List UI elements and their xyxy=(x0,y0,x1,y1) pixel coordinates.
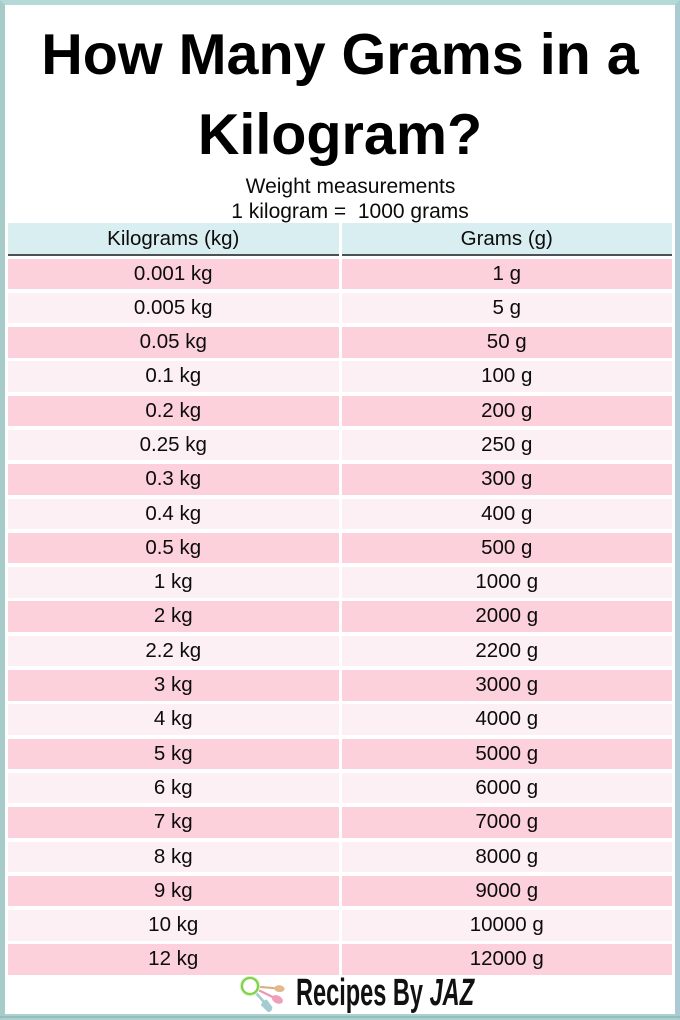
grams-cell: 500 g xyxy=(341,532,672,564)
table-row: 9 kg 9000 g xyxy=(8,875,672,907)
table-row: 0.5 kg 500 g xyxy=(8,532,672,564)
table-row: 12 kg 12000 g xyxy=(8,944,672,975)
table-body: 0.001 kg 1 g 0.005 kg 5 g 0.05 kg 50 g 0.1 kg 1… xyxy=(8,258,672,975)
kilograms-cell: 7 kg xyxy=(8,807,339,838)
table-row: 1 kg 1000 g xyxy=(8,567,672,598)
grams-cell: 2000 g xyxy=(341,601,672,632)
table-row: 0.05 kg 50 g xyxy=(8,327,672,358)
brand-name-regular: Recipes By xyxy=(296,972,430,1015)
kilograms-cell: 2.2 kg xyxy=(8,635,339,667)
brand-name-italic: JAZ xyxy=(429,972,475,1015)
kilograms-cell: 0.005 kg xyxy=(8,292,339,324)
kilograms-cell: 2 kg xyxy=(8,601,339,632)
frame-accent-line xyxy=(0,1016,680,1018)
table-row: 3 kg 3000 g xyxy=(8,670,672,701)
table-row: 0.4 kg 400 g xyxy=(8,498,672,530)
subtitle: Weight measurements xyxy=(245,175,456,198)
kilograms-cell: 10 kg xyxy=(8,910,339,941)
measuring-spoons-icon xyxy=(239,975,285,1013)
grams-cell: 5 g xyxy=(341,292,672,324)
kilograms-cell: 8 kg xyxy=(8,841,339,873)
grams-cell: 10000 g xyxy=(341,910,672,941)
table-row: 4 kg 4000 g xyxy=(8,704,672,735)
kilograms-cell: 0.2 kg xyxy=(8,395,339,427)
table-row: 5 kg 5000 g xyxy=(8,738,672,770)
table-row: 2 kg 2000 g xyxy=(8,601,672,632)
grams-cell: 6000 g xyxy=(341,772,672,804)
grams-cell: 8000 g xyxy=(341,841,672,873)
table-row: 2.2 kg 2200 g xyxy=(8,635,672,667)
kilograms-cell: 0.3 kg xyxy=(8,464,339,495)
table-header-row: Kilograms (kg) Grams (g) xyxy=(8,223,672,256)
grams-cell: 400 g xyxy=(341,498,672,530)
grams-cell: 100 g xyxy=(341,361,672,392)
grams-cell: 250 g xyxy=(341,429,672,461)
kilograms-cell: 9 kg xyxy=(8,875,339,907)
table-row: 0.25 kg 250 g xyxy=(8,429,672,461)
grams-cell: 300 g xyxy=(341,464,672,495)
kilograms-cell: 0.4 kg xyxy=(8,498,339,530)
kilograms-cell: 0.1 kg xyxy=(8,361,339,392)
column-header-grams: Grams (g) xyxy=(341,223,672,256)
kilograms-cell: 0.001 kg xyxy=(8,258,339,289)
table-row: 0.3 kg 300 g xyxy=(8,464,672,495)
grams-cell: 2200 g xyxy=(341,635,672,667)
table-row: 0.001 kg 1 g xyxy=(8,258,672,289)
table-row: 0.2 kg 200 g xyxy=(8,395,672,427)
conversion-note: 1 kilogram = 1000 grams xyxy=(231,200,469,223)
table-row: 7 kg 7000 g xyxy=(8,807,672,838)
kilograms-cell: 12 kg xyxy=(8,944,339,975)
grams-cell: 4000 g xyxy=(341,704,672,735)
grams-cell: 200 g xyxy=(341,395,672,427)
table-row: 8 kg 8000 g xyxy=(8,841,672,873)
grams-cell: 5000 g xyxy=(341,738,672,770)
title-line2: Kilogram? xyxy=(197,103,483,167)
grams-cell: 3000 g xyxy=(341,670,672,701)
grams-cell: 9000 g xyxy=(341,875,672,907)
table-row: 6 kg 6000 g xyxy=(8,772,672,804)
conversion-table: Kilograms (kg) Grams (g) 0.001 kg 1 g 0.00… xyxy=(8,223,672,979)
table-row: 10 kg 10000 g xyxy=(8,910,672,941)
grams-cell: 12000 g xyxy=(341,944,672,975)
kilograms-cell: 6 kg xyxy=(8,772,339,804)
kilograms-cell: 3 kg xyxy=(8,670,339,701)
kilograms-cell: 4 kg xyxy=(8,704,339,735)
brand-name-box: Recipes By JAZ xyxy=(296,971,474,1015)
brand-name: Recipes By JAZ xyxy=(296,971,474,1015)
table-row: 0.005 kg 5 g xyxy=(8,292,672,324)
grams-cell: 1000 g xyxy=(341,567,672,598)
grams-cell: 7000 g xyxy=(341,807,672,838)
kilograms-cell: 0.05 kg xyxy=(8,327,339,358)
kilograms-cell: 1 kg xyxy=(8,567,339,598)
table-row: 0.1 kg 100 g xyxy=(8,361,672,392)
page-title: How Many Grams in a Kilogram? xyxy=(0,15,680,175)
grams-cell: 50 g xyxy=(341,327,672,358)
title-line1: How Many Grams in a xyxy=(41,23,639,87)
grams-cell: 1 g xyxy=(341,258,672,289)
kilograms-cell: 0.25 kg xyxy=(8,429,339,461)
kilograms-cell: 0.5 kg xyxy=(8,532,339,564)
footer-brand: Recipes By JAZ xyxy=(32,969,680,1015)
column-header-kilograms: Kilograms (kg) xyxy=(8,223,339,256)
kilograms-cell: 5 kg xyxy=(8,738,339,770)
